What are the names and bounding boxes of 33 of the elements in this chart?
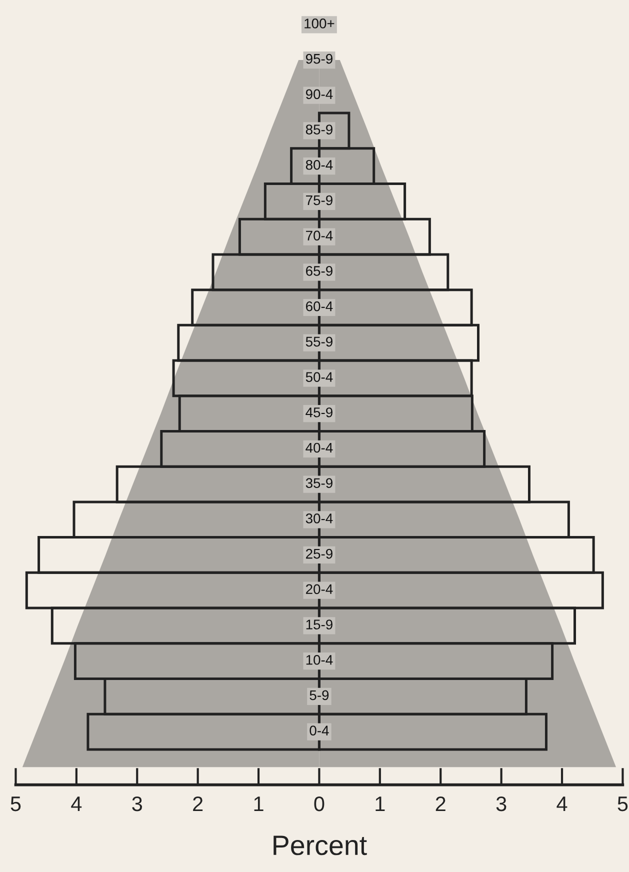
y-tick-label: 75-9 — [306, 195, 332, 206]
x-axis-title: Percent — [274, 836, 367, 856]
y-tick-label: 60-4 — [306, 301, 333, 312]
x-tick-label: 3 — [132, 796, 142, 812]
y-tick-label: 50-4 — [306, 372, 333, 382]
x-tick-label: 3 — [496, 796, 506, 812]
x-tick-label: 2 — [436, 796, 446, 812]
y-tick-label: 10-4 — [306, 654, 333, 665]
y-tick-label: 0-4 — [310, 726, 329, 736]
y-tick-label: 65-9 — [306, 266, 332, 276]
y-tick-label: 5-9 — [310, 690, 329, 700]
y-tick-label: 35-9 — [306, 478, 332, 488]
y-tick-label: 90-4 — [306, 89, 333, 100]
x-tick-label: 4 — [71, 796, 82, 812]
y-tick-label: 100+ — [304, 18, 334, 28]
x-tick-label: 0 — [314, 796, 324, 812]
x-tick-label: 4 — [556, 796, 568, 812]
x-tick-label: 2 — [193, 796, 203, 812]
y-tick-label: 20-4 — [306, 584, 333, 594]
y-tick-label: 95-9 — [306, 54, 332, 64]
x-tick-label: 1 — [376, 796, 385, 812]
y-tick-label: 15-9 — [306, 620, 332, 630]
y-tick-label: 85-9 — [306, 124, 332, 134]
y-tick-label: 40-4 — [306, 442, 333, 453]
x-tick-label: 5 — [618, 796, 628, 812]
y-tick-label: 45-9 — [306, 407, 332, 418]
x-tick-label: 5 — [10, 796, 21, 812]
y-tick-label: 25-9 — [306, 548, 332, 559]
y-tick-label: 30-4 — [306, 514, 333, 524]
y-tick-label: 55-9 — [306, 336, 332, 347]
x-tick-label: 1 — [254, 796, 264, 812]
y-tick-label: 70-4 — [306, 230, 333, 241]
y-tick-label: 80-4 — [306, 160, 333, 170]
